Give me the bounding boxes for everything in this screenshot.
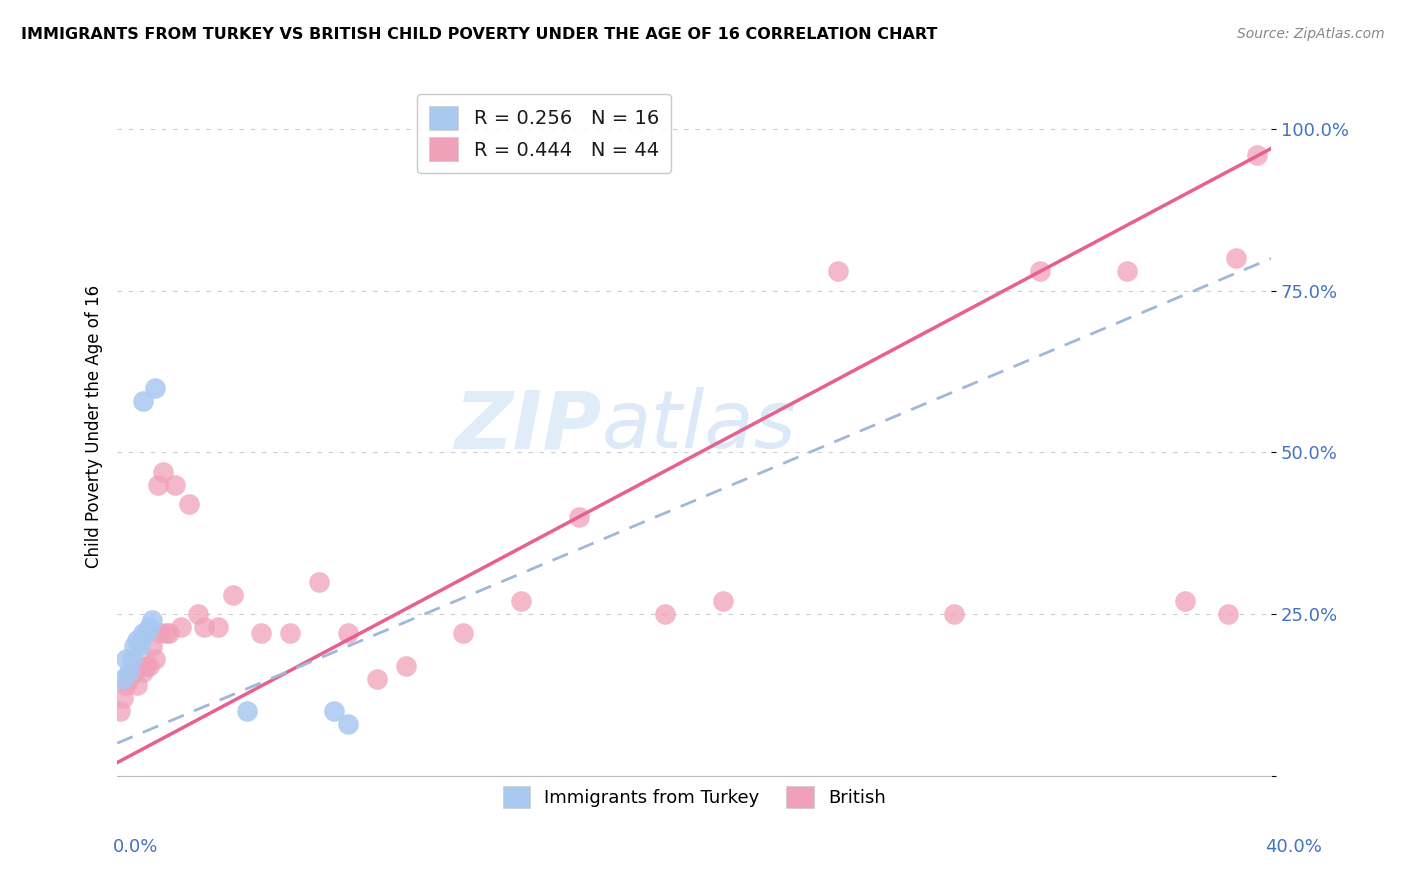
Point bbox=[141, 613, 163, 627]
Text: Source: ZipAtlas.com: Source: ZipAtlas.com bbox=[1237, 27, 1385, 41]
Point bbox=[221, 588, 243, 602]
Text: IMMIGRANTS FROM TURKEY VS BRITISH CHILD POVERTY UNDER THE AGE OF 16 CORRELATION : IMMIGRANTS FROM TURKEY VS BRITISH CHILD … bbox=[21, 27, 938, 42]
Point bbox=[236, 704, 259, 718]
Legend: Immigrants from Turkey, British: Immigrants from Turkey, British bbox=[495, 779, 893, 815]
Point bbox=[336, 716, 359, 731]
Point bbox=[121, 652, 143, 666]
Point bbox=[141, 639, 163, 653]
Point bbox=[121, 665, 143, 679]
Point bbox=[127, 678, 149, 692]
Point bbox=[187, 607, 209, 621]
Point bbox=[1173, 594, 1195, 608]
Point bbox=[143, 652, 166, 666]
Point bbox=[1115, 264, 1137, 278]
Point bbox=[322, 704, 344, 718]
Point bbox=[146, 477, 169, 491]
Point bbox=[135, 658, 157, 673]
Point bbox=[132, 665, 155, 679]
Point bbox=[127, 632, 149, 647]
Point bbox=[129, 658, 152, 673]
Point bbox=[111, 690, 134, 705]
Point bbox=[1246, 148, 1268, 162]
Point bbox=[108, 704, 131, 718]
Point bbox=[124, 639, 146, 653]
Point bbox=[207, 620, 229, 634]
Point bbox=[654, 607, 676, 621]
Point bbox=[129, 639, 152, 653]
Point bbox=[118, 672, 141, 686]
Point bbox=[111, 672, 134, 686]
Point bbox=[827, 264, 849, 278]
Point bbox=[336, 626, 359, 640]
Text: 0.0%: 0.0% bbox=[112, 838, 157, 856]
Point bbox=[163, 477, 186, 491]
Point bbox=[138, 620, 160, 634]
Y-axis label: Child Poverty Under the Age of 16: Child Poverty Under the Age of 16 bbox=[86, 285, 103, 568]
Text: atlas: atlas bbox=[602, 387, 797, 466]
Point bbox=[115, 678, 138, 692]
Point bbox=[179, 497, 201, 511]
Point bbox=[510, 594, 533, 608]
Point bbox=[308, 574, 330, 589]
Point bbox=[135, 626, 157, 640]
Point bbox=[1225, 252, 1247, 266]
Text: 40.0%: 40.0% bbox=[1265, 838, 1322, 856]
Point bbox=[132, 393, 155, 408]
Text: ZIP: ZIP bbox=[454, 387, 602, 466]
Point bbox=[395, 658, 418, 673]
Point bbox=[157, 626, 180, 640]
Point bbox=[1029, 264, 1052, 278]
Point bbox=[132, 626, 155, 640]
Point bbox=[568, 510, 591, 524]
Point bbox=[366, 672, 388, 686]
Point bbox=[118, 665, 141, 679]
Point bbox=[711, 594, 734, 608]
Point bbox=[278, 626, 301, 640]
Point bbox=[152, 465, 174, 479]
Point bbox=[124, 665, 146, 679]
Point bbox=[250, 626, 273, 640]
Point bbox=[1216, 607, 1239, 621]
Point bbox=[138, 658, 160, 673]
Point bbox=[453, 626, 475, 640]
Point bbox=[143, 381, 166, 395]
Point bbox=[155, 626, 177, 640]
Point bbox=[115, 652, 138, 666]
Point bbox=[169, 620, 191, 634]
Point bbox=[149, 626, 172, 640]
Point bbox=[942, 607, 965, 621]
Point bbox=[193, 620, 215, 634]
